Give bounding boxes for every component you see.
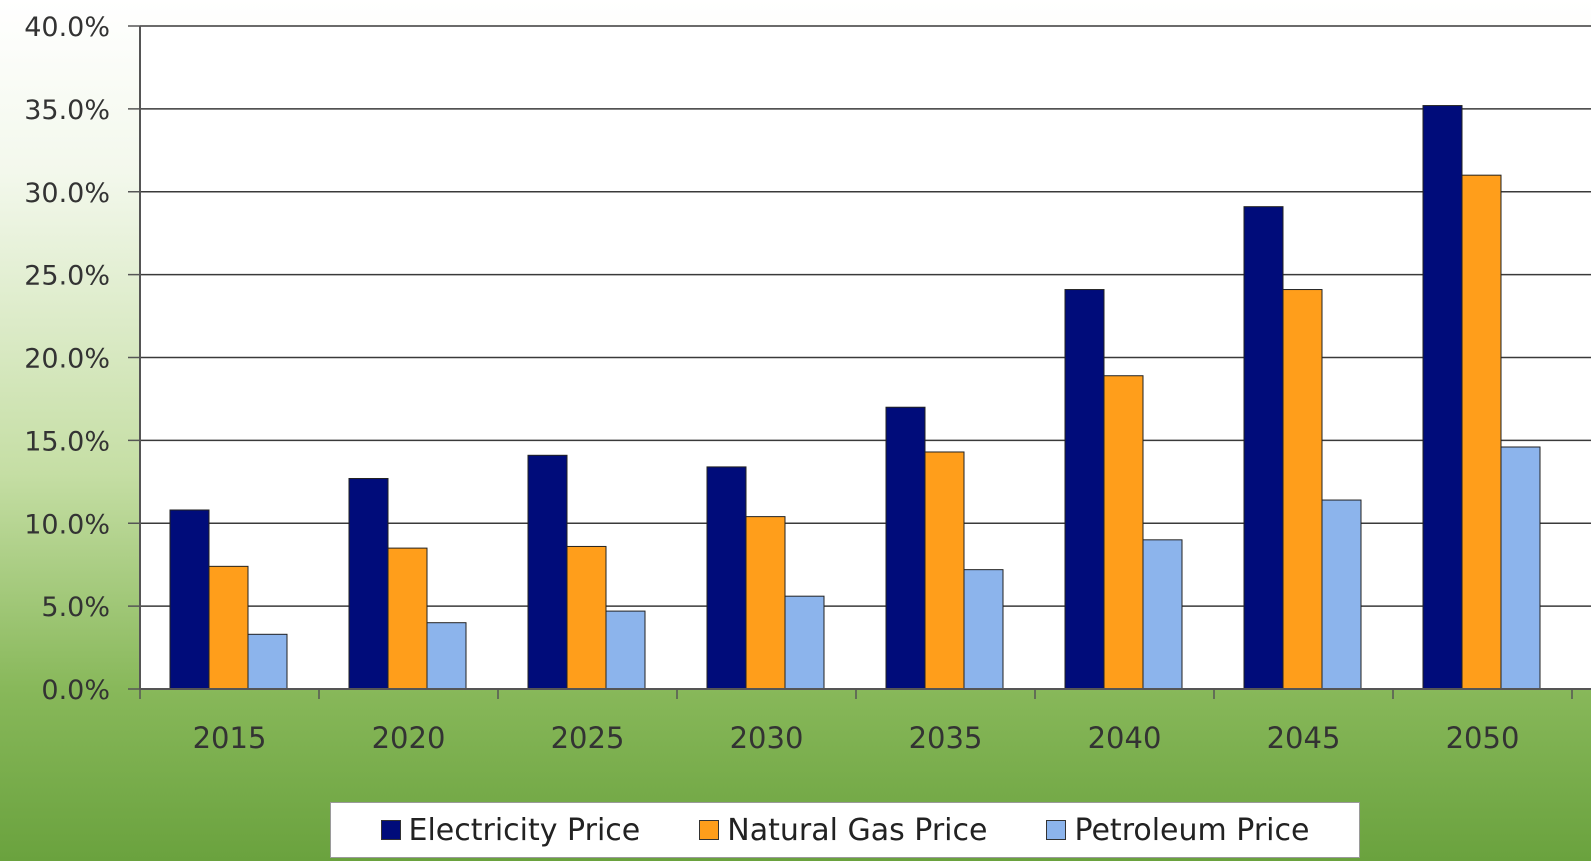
bar-natural-gas-price-2040 [1103,375,1144,690]
y-tick-label: 35.0% [24,95,110,126]
legend-label-petroleum: Petroleum Price [1074,812,1310,848]
bar-natural-gas-price-2050 [1461,174,1502,690]
bar-electricity-price-2045 [1243,206,1284,690]
y-tick-label: 0.0% [41,675,110,706]
legend-label-electricity: Electricity Price [408,812,641,848]
bar-petroleum-price-2035 [963,569,1004,690]
bar-natural-gas-price-2030 [745,516,786,690]
bar-petroleum-price-2045 [1321,499,1362,690]
x-tick-label: 2035 [909,721,983,755]
bar-petroleum-price-2040 [1142,539,1183,690]
bar-petroleum-price-2030 [784,595,825,690]
bar-electricity-price-2030 [706,466,747,690]
bar-electricity-price-2040 [1064,289,1105,690]
bar-natural-gas-price-2020 [387,547,428,690]
bars [169,105,1541,690]
y-axis-ticks: 0.0% 5.0% 10.0% 15.0% 20.0% 25.0% 30.0% 35.0% 40… [24,12,140,706]
x-tick-label: 2040 [1088,721,1162,755]
x-tick-label: 2025 [551,721,625,755]
bar-electricity-price-2025 [527,454,568,690]
bar-natural-gas-price-2025 [566,545,607,690]
x-tick-label: 2030 [730,721,804,755]
legend-swatch-petroleum [1046,820,1067,840]
bar-petroleum-price-2015 [247,633,288,690]
y-tick-label: 15.0% [24,426,110,457]
x-tick-label: 2020 [372,721,446,755]
bar-electricity-price-2020 [348,477,389,690]
legend-item-natural-gas: Natural Gas Price [699,813,987,848]
y-tick-label: 20.0% [24,344,110,375]
y-tick-label: 30.0% [24,178,110,209]
legend-item-electricity: Electricity Price [380,812,641,848]
y-tick-label: 5.0% [41,592,110,623]
y-tick-label: 40.0% [24,12,110,43]
legend-item-petroleum: Petroleum Price [1046,813,1309,848]
bar-petroleum-price-2050 [1500,446,1541,690]
bar-natural-gas-price-2015 [208,565,249,690]
x-tick-label: 2045 [1267,721,1341,755]
x-axis-ticks: 2015 2020 2025 2030 2035 2040 2045 2050 [139,689,1573,755]
bar-petroleum-price-2020 [426,622,467,690]
legend: Electricity Price Natural Gas Price Petr… [330,802,1360,858]
bar-natural-gas-price-2035 [924,451,965,690]
y-tick-label: 10.0% [24,509,110,540]
y-tick-label: 25.0% [24,261,110,292]
x-tick-label: 2050 [1446,721,1520,755]
bar-electricity-price-2015 [169,509,210,690]
x-tick-label: 2015 [193,721,267,755]
bar-petroleum-price-2025 [605,610,646,690]
bar-natural-gas-price-2045 [1282,289,1323,690]
legend-swatch-natural-gas [699,820,720,840]
legend-swatch-electricity [380,820,401,840]
bar-electricity-price-2050 [1422,105,1463,690]
bar-electricity-price-2035 [885,406,926,690]
legend-label-natural-gas: Natural Gas Price [727,812,988,848]
